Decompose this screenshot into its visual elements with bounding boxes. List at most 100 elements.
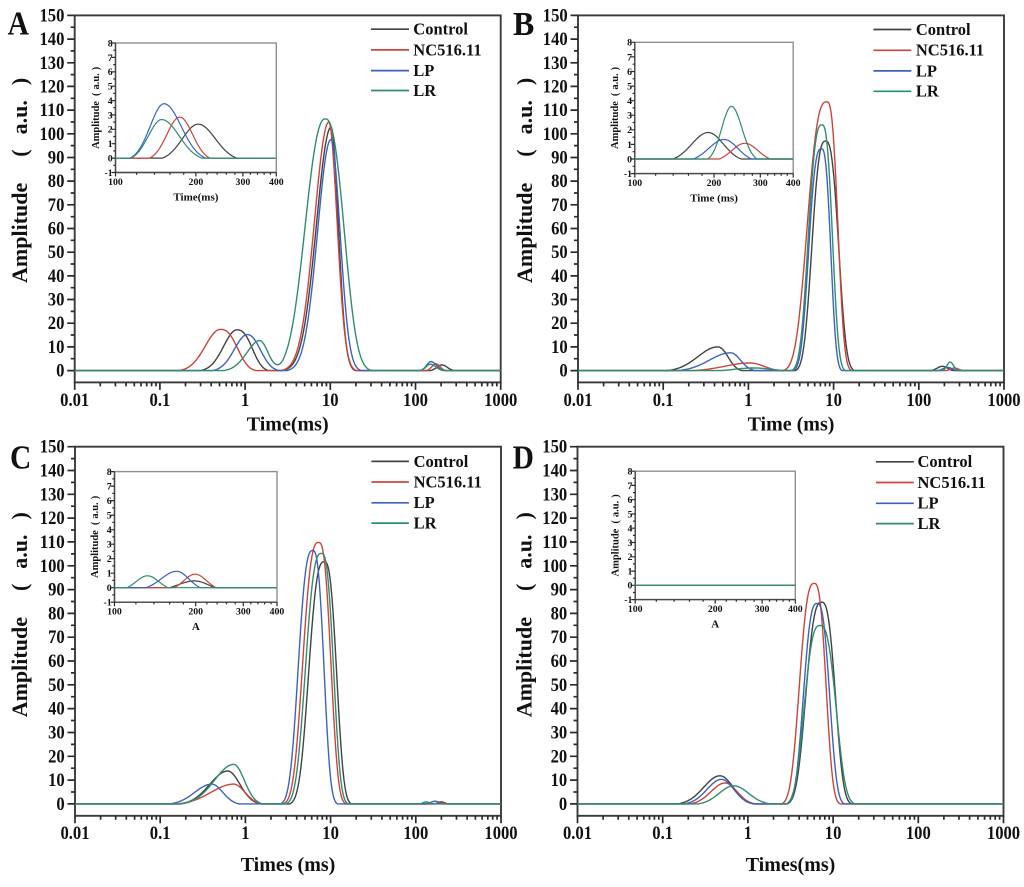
svg-text:100: 100	[627, 178, 642, 189]
svg-text:1: 1	[744, 390, 752, 411]
svg-text:20: 20	[551, 313, 568, 334]
svg-text:150: 150	[40, 437, 65, 458]
svg-text:30: 30	[551, 290, 568, 311]
svg-text:150: 150	[40, 5, 65, 26]
svg-text:Amplitude(a.u.): Amplitude(a.u.)	[7, 512, 32, 717]
svg-text:70: 70	[48, 627, 65, 648]
svg-text:70: 70	[551, 195, 568, 216]
svg-text:A: A	[8, 5, 30, 42]
svg-text:5: 5	[108, 82, 113, 93]
svg-text:6: 6	[627, 67, 632, 78]
svg-text:10: 10	[551, 770, 568, 791]
svg-text:0.01: 0.01	[60, 390, 89, 411]
svg-text:110: 110	[40, 532, 65, 553]
svg-text:10: 10	[322, 823, 339, 844]
svg-text:A: A	[192, 621, 200, 633]
svg-text:400: 400	[786, 178, 801, 189]
svg-text:0: 0	[56, 361, 64, 382]
svg-text:140: 140	[40, 29, 65, 50]
svg-text:Times (ms): Times (ms)	[241, 854, 336, 876]
svg-text:0.1: 0.1	[150, 390, 171, 411]
svg-text:0: 0	[107, 583, 112, 594]
svg-text:Amplitude(a.u.): Amplitude(a.u.)	[512, 78, 537, 283]
svg-text:20: 20	[48, 313, 65, 334]
svg-text:0: 0	[108, 154, 113, 165]
svg-text:Time (ms): Time (ms)	[748, 414, 835, 436]
svg-text:400: 400	[788, 604, 803, 615]
svg-text:100: 100	[403, 390, 428, 411]
svg-text:100: 100	[543, 124, 568, 145]
svg-text:10: 10	[825, 390, 842, 411]
svg-text:8: 8	[627, 467, 632, 478]
svg-text:50: 50	[48, 242, 65, 263]
svg-text:40: 40	[48, 699, 65, 720]
svg-text:0.01: 0.01	[563, 390, 592, 411]
svg-text:1: 1	[241, 390, 249, 411]
svg-text:C: C	[10, 440, 31, 477]
svg-text:1000: 1000	[484, 823, 517, 844]
svg-text:120: 120	[40, 508, 65, 529]
svg-text:2: 2	[627, 125, 632, 136]
svg-text:70: 70	[48, 195, 65, 216]
svg-text:8: 8	[108, 38, 113, 49]
svg-text:5: 5	[627, 509, 632, 520]
svg-text:400: 400	[269, 177, 284, 188]
svg-text:NC516.11: NC516.11	[414, 472, 482, 491]
svg-text:200: 200	[189, 177, 204, 188]
svg-text:LP: LP	[413, 61, 434, 80]
svg-text:7: 7	[627, 481, 632, 492]
svg-text:1000: 1000	[484, 390, 517, 411]
svg-text:2: 2	[108, 125, 113, 136]
svg-text:Control: Control	[916, 20, 971, 39]
svg-text:-1: -1	[624, 595, 632, 606]
svg-text:100: 100	[628, 604, 643, 615]
svg-text:5: 5	[107, 511, 112, 522]
svg-text:10: 10	[551, 337, 568, 358]
svg-text:120: 120	[543, 76, 568, 97]
svg-text:1000: 1000	[987, 390, 1020, 411]
svg-text:3: 3	[107, 540, 112, 551]
svg-text:A: A	[711, 619, 719, 631]
svg-text:Times(ms): Times(ms)	[746, 854, 836, 876]
svg-text:80: 80	[551, 603, 568, 624]
svg-text:110: 110	[543, 100, 568, 121]
svg-text:D: D	[513, 439, 534, 476]
svg-text:90: 90	[48, 580, 65, 601]
svg-text:130: 130	[543, 53, 568, 74]
svg-text:Amplitude(a.u.): Amplitude(a.u.)	[91, 66, 102, 149]
svg-text:B: B	[513, 6, 534, 43]
svg-text:20: 20	[48, 746, 65, 767]
svg-text:30: 30	[551, 723, 568, 744]
svg-text:20: 20	[551, 746, 568, 767]
svg-text:10: 10	[825, 823, 842, 844]
svg-text:1: 1	[627, 567, 632, 578]
svg-text:100: 100	[108, 177, 123, 188]
svg-text:LR: LR	[414, 514, 438, 533]
svg-text:Control: Control	[413, 20, 468, 39]
svg-text:Amplitude(a.u.): Amplitude(a.u.)	[90, 495, 101, 578]
svg-text:130: 130	[40, 484, 65, 505]
svg-text:60: 60	[48, 219, 65, 240]
svg-text:100: 100	[542, 556, 567, 577]
svg-text:8: 8	[107, 467, 112, 478]
svg-text:200: 200	[188, 607, 203, 618]
svg-text:0: 0	[627, 581, 632, 592]
svg-text:90: 90	[551, 580, 568, 601]
svg-text:150: 150	[542, 437, 567, 458]
svg-text:3: 3	[627, 111, 632, 122]
svg-text:30: 30	[48, 290, 65, 311]
svg-text:200: 200	[708, 604, 723, 615]
svg-text:LP: LP	[918, 494, 939, 513]
svg-text:60: 60	[551, 651, 568, 672]
svg-text:0.01: 0.01	[60, 823, 89, 844]
svg-text:100: 100	[107, 607, 122, 618]
svg-text:10: 10	[322, 390, 339, 411]
svg-text:140: 140	[40, 461, 65, 482]
svg-text:Control: Control	[414, 452, 469, 471]
svg-text:50: 50	[48, 675, 65, 696]
svg-text:Time (ms): Time (ms)	[690, 193, 738, 205]
svg-text:3: 3	[627, 538, 632, 549]
svg-text:LR: LR	[413, 81, 437, 100]
svg-text:Control: Control	[918, 452, 973, 471]
svg-text:80: 80	[551, 171, 568, 192]
